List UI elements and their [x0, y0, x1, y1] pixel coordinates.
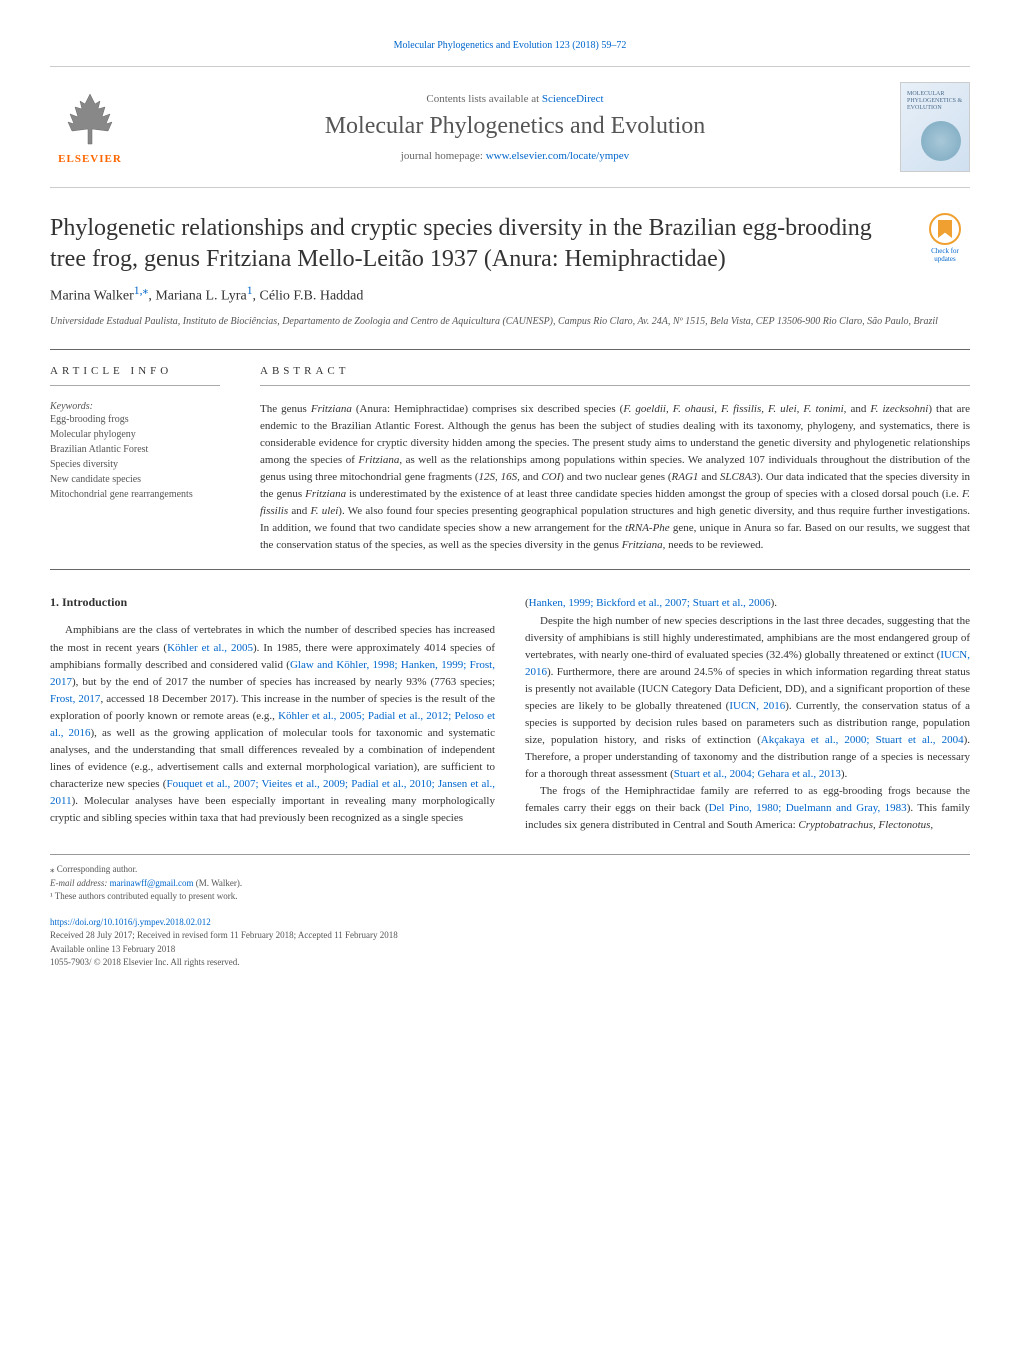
homepage-link[interactable]: www.elsevier.com/locate/ympev	[486, 150, 629, 162]
bt-em: Cryptobatrachus, Flectonotus,	[798, 819, 933, 831]
footer-notes: ⁎ Corresponding author. E-mail address: …	[50, 854, 970, 904]
abs-em: F. goeldii, F. ohausi, F. fissilis, F. u…	[623, 403, 846, 415]
journal-cover[interactable]: MOLECULAR PHYLOGENETICS & EVOLUTION	[900, 82, 970, 172]
email-note: E-mail address: marinawff@gmail.com (M. …	[50, 877, 970, 891]
equal-contribution-note: ¹ These authors contributed equally to p…	[50, 890, 970, 904]
citation-link[interactable]: Frost, 2017	[50, 693, 100, 705]
publisher-logo[interactable]: ELSEVIER	[50, 89, 130, 165]
abs-t: and	[288, 505, 310, 517]
citation-link[interactable]: Hanken, 1999; Bickford et al., 2007; Stu…	[529, 597, 771, 609]
abs-t: ) and two nuclear genes (	[560, 471, 671, 483]
elsevier-tree-icon	[60, 89, 120, 149]
intro-heading: 1. Introduction	[50, 595, 495, 610]
article-info: ARTICLE INFO Keywords: Egg-brooding frog…	[50, 365, 240, 554]
check-updates-button[interactable]: Check for updates	[920, 213, 970, 263]
available-date: Available online 13 February 2018	[50, 943, 970, 957]
keyword: Mitochondrial gene rearrangements	[50, 487, 220, 502]
journal-reference: Molecular Phylogenetics and Evolution 12…	[50, 40, 970, 51]
abs-t: The genus	[260, 403, 311, 415]
title-row: Phylogenetic relationships and cryptic s…	[50, 213, 970, 275]
contents-prefix: Contents lists available at	[426, 93, 541, 105]
main-content: 1. Introduction Amphibians are the class…	[50, 595, 970, 834]
intro-para-2: Despite the high number of new species d…	[525, 613, 970, 783]
abs-t: and	[520, 471, 542, 483]
citation-link[interactable]: Akçakaya et al., 2000; Stuart et al., 20…	[761, 734, 964, 746]
cover-title: MOLECULAR PHYLOGENETICS & EVOLUTION	[907, 91, 969, 113]
bt: Despite the high number of new species d…	[525, 615, 970, 661]
info-abstract-section: ARTICLE INFO Keywords: Egg-brooding frog…	[50, 349, 970, 570]
abstract-heading: ABSTRACT	[260, 365, 970, 386]
abs-t: is underestimated by the existence of at…	[346, 488, 962, 500]
email-link[interactable]: marinawff@gmail.com	[110, 878, 194, 888]
abs-em: RAG1	[672, 471, 699, 483]
publisher-name: ELSEVIER	[58, 153, 122, 165]
abs-em: F. izecksohni	[870, 403, 928, 415]
journal-ref-link[interactable]: Molecular Phylogenetics and Evolution 12…	[394, 40, 627, 51]
header-center: Contents lists available at ScienceDirec…	[130, 93, 900, 162]
author-2: , Mariana L. Lyra	[148, 289, 246, 304]
copyright: 1055-7903/ © 2018 Elsevier Inc. All righ…	[50, 956, 970, 970]
article-info-heading: ARTICLE INFO	[50, 365, 220, 386]
abs-em: Fritziana	[311, 403, 352, 415]
doi-link[interactable]: https://doi.org/10.1016/j.ympev.2018.02.…	[50, 917, 211, 927]
abs-t: and	[846, 403, 870, 415]
keyword: Brazilian Atlantic Forest	[50, 442, 220, 457]
bt: ). Molecular analyses have been especial…	[50, 795, 495, 824]
journal-homepage: journal homepage: www.elsevier.com/locat…	[130, 150, 900, 162]
abs-em: Fritziana,	[622, 539, 666, 551]
received-dates: Received 28 July 2017; Received in revis…	[50, 929, 970, 943]
abs-t: needs to be reviewed.	[665, 539, 763, 551]
check-updates-label: Check for updates	[920, 247, 970, 263]
citation-link[interactable]: Köhler et al., 2005	[167, 642, 253, 654]
sciencedirect-link[interactable]: ScienceDirect	[542, 93, 604, 105]
cover-image	[921, 121, 961, 161]
abs-em: Fritziana	[358, 454, 399, 466]
intro-para-1-cont: (Hanken, 1999; Bickford et al., 2007; St…	[525, 595, 970, 612]
author-3: , Célio F.B. Haddad	[253, 289, 364, 304]
column-left: 1. Introduction Amphibians are the class…	[50, 595, 495, 834]
email-suffix: (M. Walker).	[194, 878, 243, 888]
keyword: Molecular phylogeny	[50, 427, 220, 442]
abs-em: SLC8A3	[720, 471, 757, 483]
keywords-label: Keywords:	[50, 401, 220, 412]
abs-em: Fritziana	[305, 488, 346, 500]
abs-em: COI	[541, 471, 560, 483]
keyword: New candidate species	[50, 472, 220, 487]
doi-section: https://doi.org/10.1016/j.ympev.2018.02.…	[50, 916, 970, 970]
abs-em: 12S, 16S,	[479, 471, 520, 483]
keyword: Egg-brooding frogs	[50, 412, 220, 427]
citation-link[interactable]: Stuart et al., 2004; Gehara et al., 2013	[674, 768, 841, 780]
journal-header: ELSEVIER Contents lists available at Sci…	[50, 66, 970, 188]
abstract-text: The genus Fritziana (Anura: Hemiphractid…	[260, 401, 970, 554]
bt: ).	[841, 768, 847, 780]
email-label: E-mail address:	[50, 878, 110, 888]
contents-list: Contents lists available at ScienceDirec…	[130, 93, 900, 105]
bt: ).	[771, 597, 777, 609]
affiliation: Universidade Estadual Paulista, Institut…	[50, 315, 970, 329]
citation-link[interactable]: IUCN, 2016	[729, 700, 785, 712]
bt: ), but by the end of 2017 the number of …	[72, 676, 495, 688]
column-right: (Hanken, 1999; Bickford et al., 2007; St…	[525, 595, 970, 834]
abs-t: (Anura: Hemiphractidae) comprises six de…	[352, 403, 623, 415]
keyword: Species diversity	[50, 457, 220, 472]
corresponding-note: ⁎ Corresponding author.	[50, 863, 970, 877]
intro-para-3: The frogs of the Hemiphractidae family a…	[525, 783, 970, 834]
author-1-aff[interactable]: 1,	[134, 284, 143, 297]
article-title: Phylogenetic relationships and cryptic s…	[50, 213, 900, 275]
abs-em: F. ulei	[311, 505, 339, 517]
check-updates-icon	[929, 213, 961, 245]
abs-em: tRNA-Phe	[625, 522, 670, 534]
author-1: Marina Walker	[50, 289, 134, 304]
abs-t: and	[698, 471, 720, 483]
citation-link[interactable]: Del Pino, 1980; Duelmann and Gray, 1983	[709, 802, 907, 814]
keywords-list: Egg-brooding frogs Molecular phylogeny B…	[50, 412, 220, 502]
abstract: ABSTRACT The genus Fritziana (Anura: Hem…	[240, 365, 970, 554]
authors: Marina Walker1,⁎, Mariana L. Lyra1, Céli…	[50, 283, 970, 305]
homepage-prefix: journal homepage:	[401, 150, 486, 162]
intro-para-1: Amphibians are the class of vertebrates …	[50, 622, 495, 827]
journal-name: Molecular Phylogenetics and Evolution	[130, 113, 900, 140]
bookmark-icon	[938, 220, 952, 238]
